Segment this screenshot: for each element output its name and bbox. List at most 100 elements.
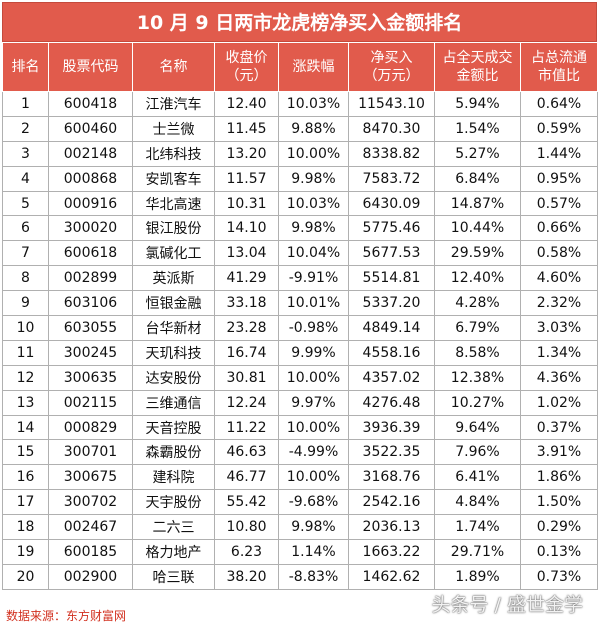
net-buy-cell: 7583.72 — [348, 165, 435, 192]
name-cell: 英派斯 — [132, 265, 215, 292]
net-buy-cell: 5775.46 — [348, 215, 435, 242]
float-cap-ratio-cell: 0.37% — [520, 414, 598, 441]
turnover-ratio-cell: 1.74% — [434, 514, 521, 541]
code-cell: 000916 — [48, 190, 133, 217]
net-buy-cell: 2542.16 — [348, 489, 435, 516]
change-cell: 9.98% — [278, 165, 349, 192]
float-cap-ratio-cell: 4.36% — [520, 364, 598, 391]
table-row: 7 600618 氯碱化工 13.04 10.04% 5677.53 29.59% 0.58% — [2, 240, 598, 267]
table-row: 2 600460 士兰微 11.45 9.88% 8470.30 1.54% 0.59% — [2, 115, 598, 142]
name-cell: 台华新材 — [132, 315, 215, 341]
code-cell: 300245 — [48, 339, 133, 366]
name-cell: 恒银金融 — [132, 290, 215, 317]
change-cell: 10.03% — [278, 91, 349, 117]
net-buy-cell: 5337.20 — [348, 290, 435, 317]
rank-cell: 2 — [2, 115, 49, 142]
table-row: 1 600418 江淮汽车 12.40 10.03% 11543.10 5.94% 0.64% — [2, 91, 598, 117]
price-cell: 10.80 — [214, 514, 279, 541]
header-change-pct: 涨跌幅 — [278, 42, 349, 92]
float-cap-ratio-cell: 0.29% — [520, 514, 598, 541]
name-cell: 北纬科技 — [132, 140, 215, 167]
header-row: 排名 股票代码 名称 收盘价 （元） 涨跌幅 净买入 （万元） 占全天成交 金额比 占总流通 市值比 — [2, 42, 598, 92]
float-cap-ratio-cell: 3.03% — [520, 315, 598, 341]
float-cap-ratio-cell: 4.60% — [520, 265, 598, 292]
change-cell: -4.99% — [278, 439, 349, 466]
code-cell: 000829 — [48, 414, 133, 441]
float-cap-ratio-cell: 1.50% — [520, 489, 598, 516]
code-cell: 603055 — [48, 315, 133, 341]
float-cap-ratio-cell: 0.95% — [520, 165, 598, 192]
rank-cell: 14 — [2, 414, 49, 441]
change-cell: 10.00% — [278, 364, 349, 391]
table-row: 16 300675 建科院 46.77 10.00% 3168.76 6.41% 1.86% — [2, 464, 598, 491]
turnover-ratio-cell: 1.89% — [434, 563, 521, 590]
turnover-ratio-cell: 6.79% — [434, 315, 521, 341]
data-source-note: 数据来源：东方财富网 — [6, 609, 127, 623]
table-row: 3 002148 北纬科技 13.20 10.00% 8338.82 5.27% 1.44% — [2, 140, 598, 167]
price-cell: 12.40 — [214, 91, 279, 117]
code-cell: 002899 — [48, 265, 133, 292]
float-cap-ratio-cell: 1.44% — [520, 140, 598, 167]
table-row: 17 300702 天宇股份 55.42 -9.68% 2542.16 4.84% 1.50% — [2, 489, 598, 516]
price-cell: 11.57 — [214, 165, 279, 192]
rank-cell: 8 — [2, 265, 49, 292]
change-cell: -8.83% — [278, 563, 349, 590]
price-cell: 46.77 — [214, 464, 279, 491]
table-row: 8 002899 英派斯 41.29 -9.91% 5514.81 12.40% 4.60% — [2, 265, 598, 292]
net-buy-cell: 1462.62 — [348, 563, 435, 590]
rank-cell: 7 — [2, 240, 49, 267]
change-cell: 1.14% — [278, 539, 349, 565]
rank-cell: 13 — [2, 389, 49, 416]
change-cell: 9.98% — [278, 215, 349, 242]
rank-cell: 15 — [2, 439, 49, 466]
code-cell: 300701 — [48, 439, 133, 466]
change-cell: 9.99% — [278, 339, 349, 366]
change-cell: 10.03% — [278, 190, 349, 217]
rank-cell: 9 — [2, 290, 49, 317]
name-cell: 氯碱化工 — [132, 240, 215, 267]
code-cell: 300702 — [48, 489, 133, 516]
turnover-ratio-cell: 1.54% — [434, 115, 521, 142]
name-cell: 格力地产 — [132, 539, 215, 565]
ranking-table-container: 10 月 9 日两市龙虎榜净买入金额排名 排名 股票代码 名称 收盘价 （元） 涨跌幅 净买… — [2, 2, 598, 590]
name-cell: 建科院 — [132, 464, 215, 491]
price-cell: 30.81 — [214, 364, 279, 391]
table-row: 18 002467 二六三 10.80 9.98% 2036.13 1.74% 0.29% — [2, 514, 598, 541]
price-cell: 14.10 — [214, 215, 279, 242]
turnover-ratio-cell: 4.84% — [434, 489, 521, 516]
code-cell: 000868 — [48, 165, 133, 192]
rank-cell: 3 — [2, 140, 49, 167]
net-buy-cell: 3936.39 — [348, 414, 435, 441]
header-turnover-ratio: 占全天成交 金额比 — [434, 42, 521, 92]
price-cell: 6.23 — [214, 539, 279, 565]
float-cap-ratio-cell: 3.91% — [520, 439, 598, 466]
turnover-ratio-cell: 5.27% — [434, 140, 521, 167]
net-buy-cell: 8338.82 — [348, 140, 435, 167]
net-buy-cell: 3522.35 — [348, 439, 435, 466]
table-row: 12 300635 达安股份 30.81 10.00% 4357.02 12.38% 4.36… — [2, 364, 598, 391]
rank-cell: 6 — [2, 215, 49, 242]
change-cell: 10.00% — [278, 140, 349, 167]
net-buy-cell: 1663.22 — [348, 539, 435, 565]
rank-cell: 18 — [2, 514, 49, 541]
price-cell: 13.04 — [214, 240, 279, 267]
turnover-ratio-cell: 9.64% — [434, 414, 521, 441]
table-row: 10 603055 台华新材 23.28 -0.98% 4849.14 6.79% 3.03% — [2, 315, 598, 341]
net-buy-cell: 3168.76 — [348, 464, 435, 491]
price-cell: 46.63 — [214, 439, 279, 466]
code-cell: 002148 — [48, 140, 133, 167]
name-cell: 哈三联 — [132, 563, 215, 590]
turnover-ratio-cell: 4.28% — [434, 290, 521, 317]
float-cap-ratio-cell: 1.02% — [520, 389, 598, 416]
turnover-ratio-cell: 8.58% — [434, 339, 521, 366]
price-cell: 23.28 — [214, 315, 279, 341]
change-cell: 10.00% — [278, 414, 349, 441]
name-cell: 江淮汽车 — [132, 91, 215, 117]
float-cap-ratio-cell: 1.34% — [520, 339, 598, 366]
change-cell: 9.88% — [278, 115, 349, 142]
change-cell: 9.98% — [278, 514, 349, 541]
float-cap-ratio-cell: 0.73% — [520, 563, 598, 590]
rank-cell: 19 — [2, 539, 49, 565]
price-cell: 12.24 — [214, 389, 279, 416]
price-cell: 11.22 — [214, 414, 279, 441]
